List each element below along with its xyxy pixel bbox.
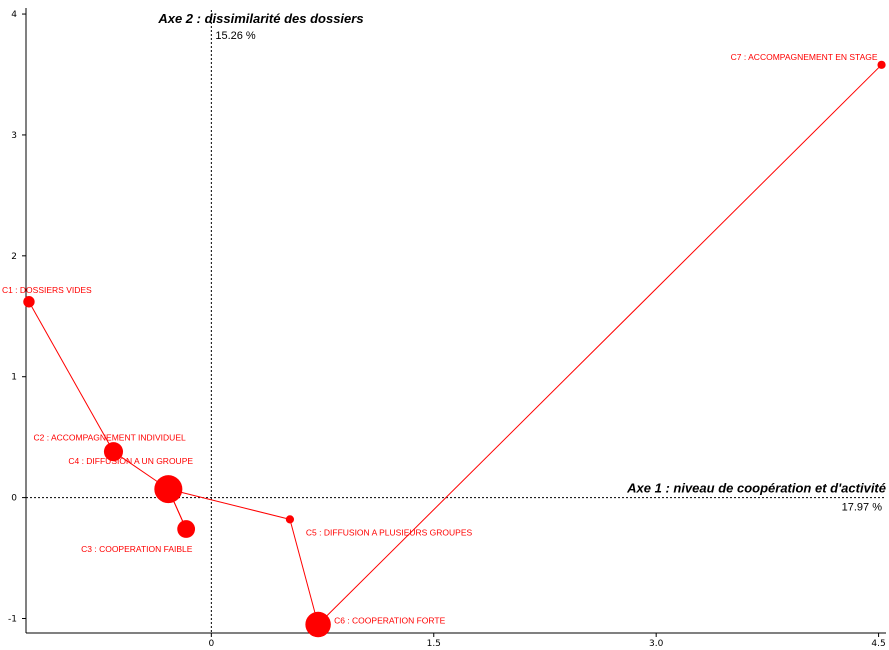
category-label: C1 : DOSSIERS VIDES — [2, 285, 92, 295]
axis1-title: Axe 1 : niveau de coopération et d'activ… — [626, 481, 886, 496]
category-point — [103, 442, 124, 462]
axis2-percent: 15.26 % — [215, 30, 256, 42]
category-label: C5 : DIFFUSION A PLUSIEURS GROUPES — [306, 527, 473, 537]
category-point — [177, 520, 196, 538]
y-tick-label: 2 — [11, 252, 17, 262]
category-point — [23, 296, 35, 308]
category-label: C7 : ACCOMPAGNEMENT EN STAGE — [731, 52, 878, 62]
y-tick-label: 3 — [11, 131, 17, 141]
y-tick-label: 4 — [11, 10, 17, 20]
category-point — [305, 611, 331, 638]
category-label: C3 : COOPERATION FAIBLE — [81, 544, 193, 554]
category-label: C6 : COOPERATION FORTE — [334, 616, 445, 626]
x-tick-label: 1.5 — [427, 639, 441, 649]
category-point — [154, 475, 183, 504]
axis2-title: Axe 2 : dissimilarité des dossiers — [157, 11, 363, 26]
connector-line — [168, 488, 291, 520]
connector-line — [289, 519, 319, 625]
category-label: C2 : ACCOMPAGNEMENT INDIVIDUEL — [33, 433, 186, 443]
connector-line — [317, 64, 882, 625]
category-point — [285, 515, 295, 524]
x-tick-label: 4.5 — [871, 639, 885, 649]
category-point — [877, 60, 886, 69]
y-tick-label: -1 — [8, 614, 17, 624]
category-label: C4 : DIFFUSION A UN GROUPE — [68, 456, 193, 466]
axis1-percent: 17.97 % — [842, 502, 883, 514]
y-tick-label: 1 — [11, 373, 17, 383]
connector-line — [28, 301, 114, 452]
y-tick-label: 0 — [11, 494, 17, 504]
x-tick-label: 0 — [208, 639, 214, 649]
x-tick-label: 3.0 — [649, 639, 664, 649]
